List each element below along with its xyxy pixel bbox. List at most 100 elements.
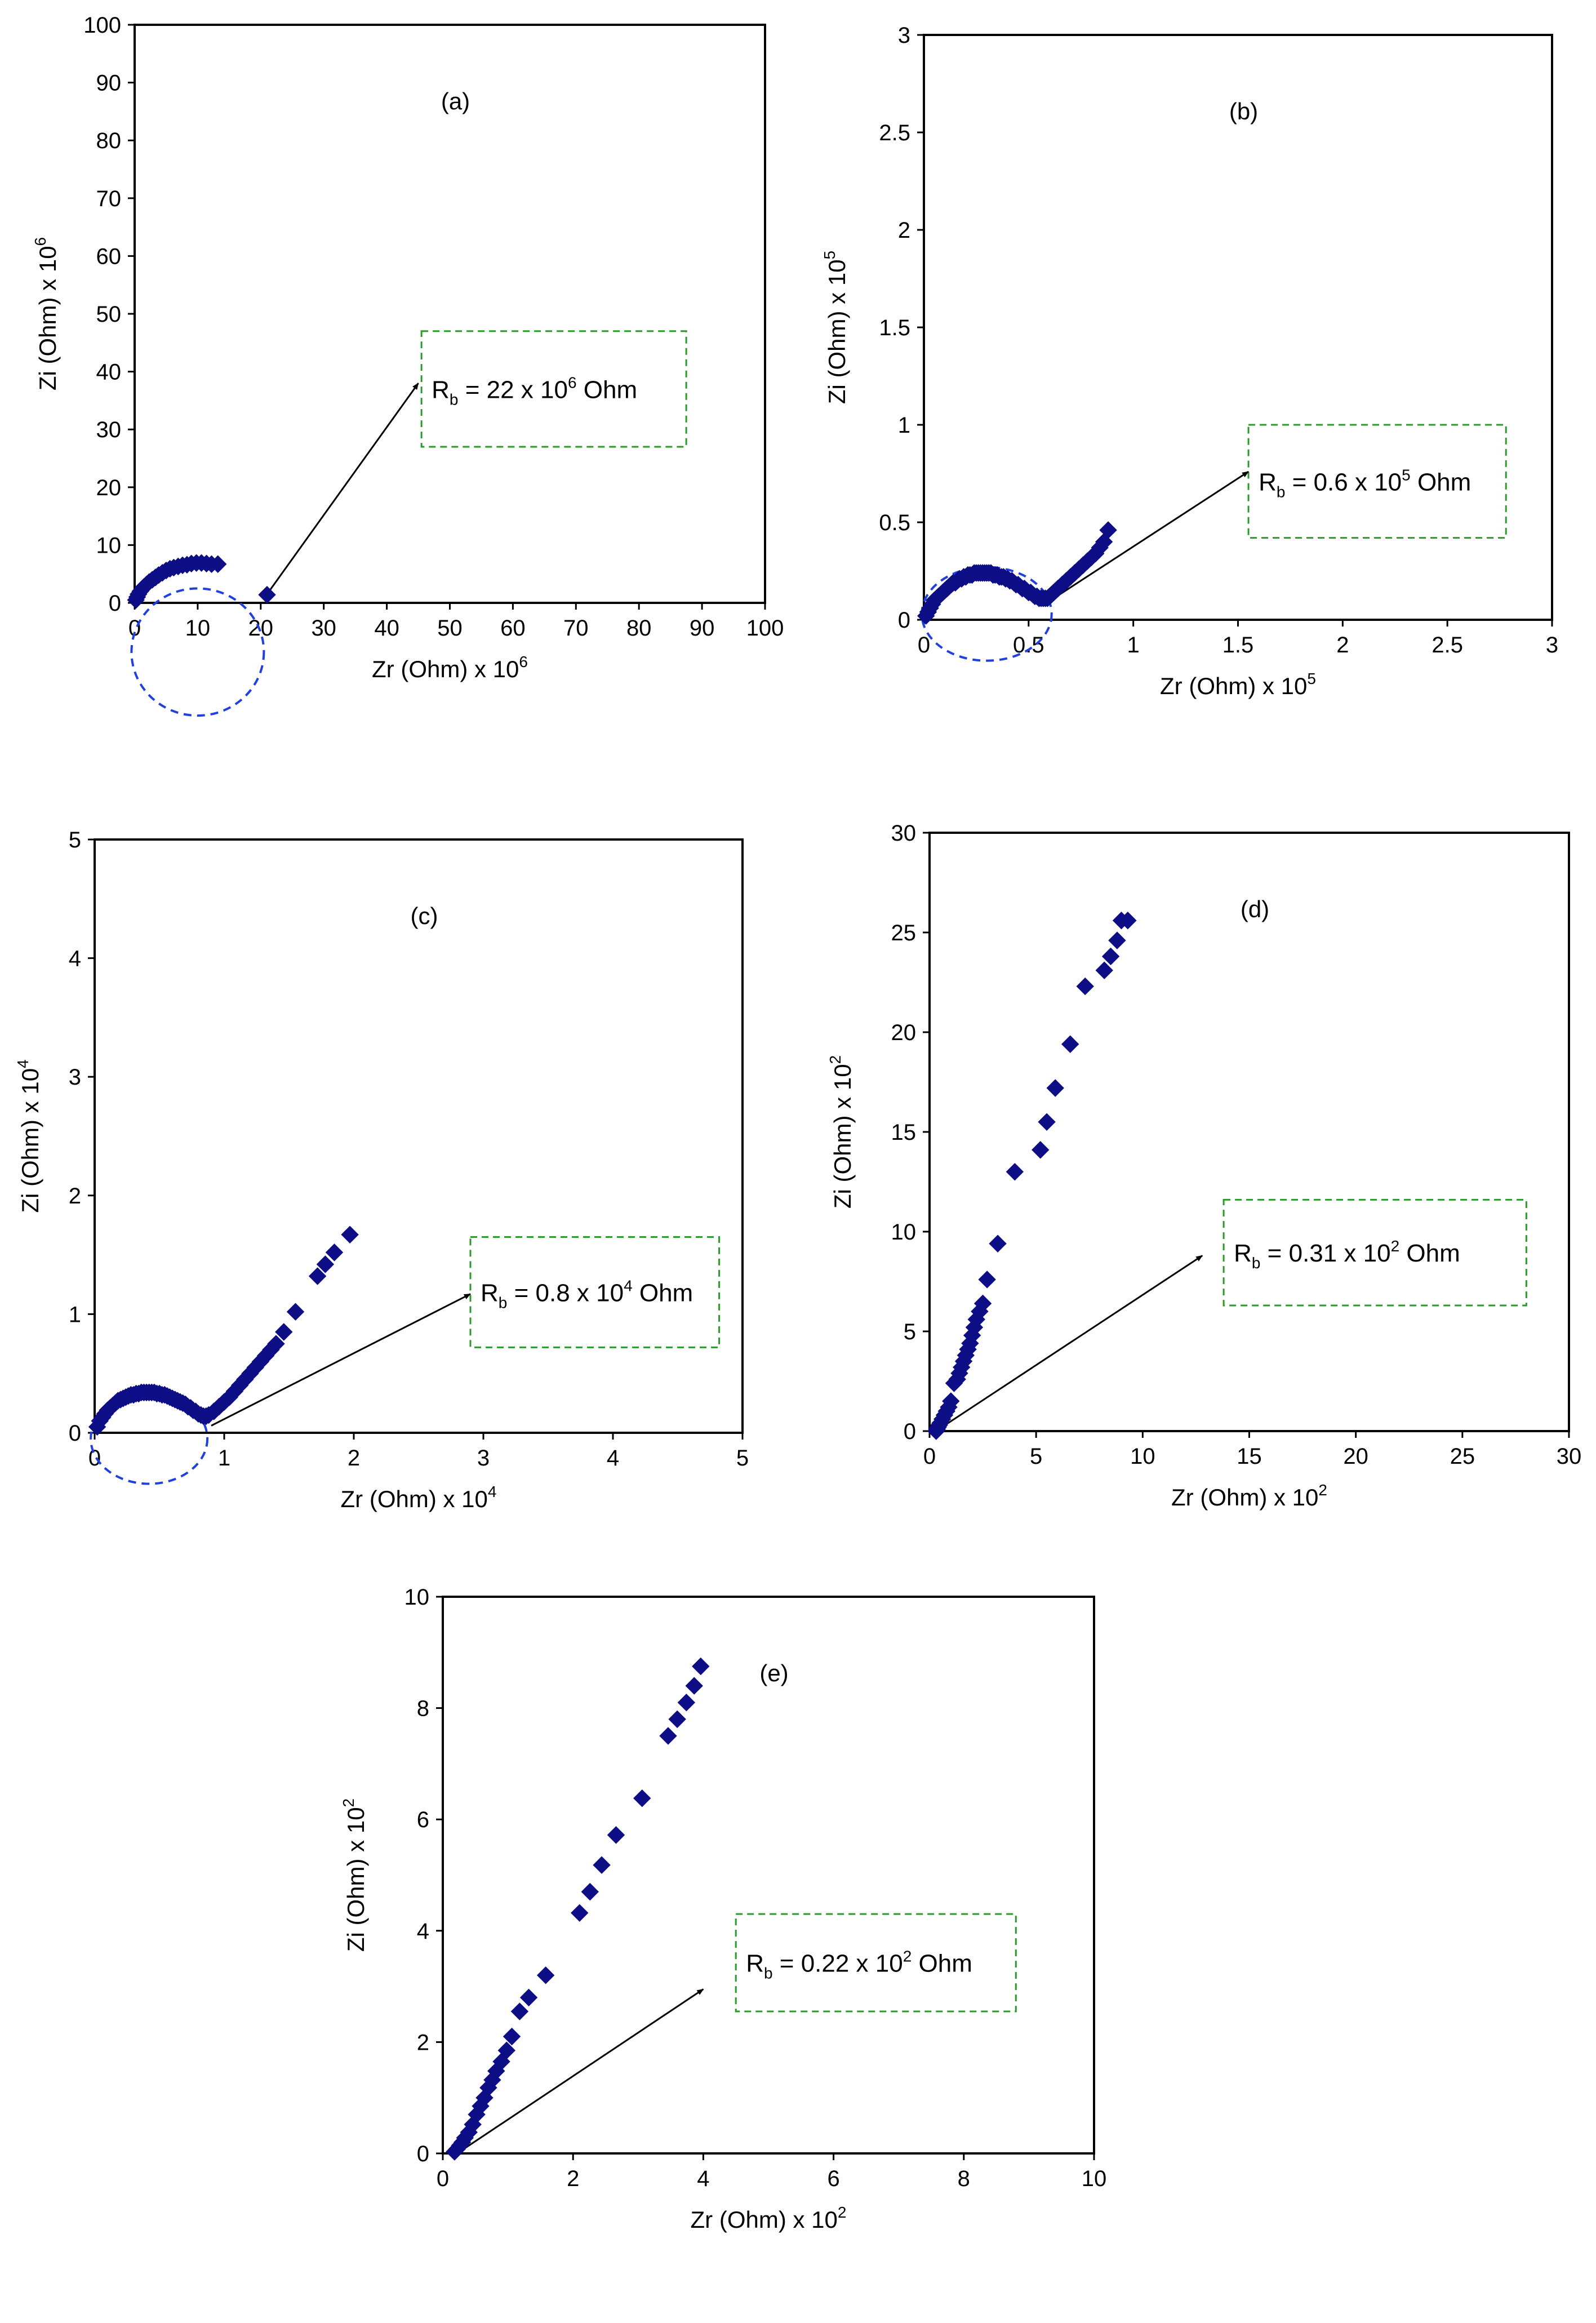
annotation-box: [1222, 1198, 1527, 1307]
x-axis-label: Zr (Ohm) x 105: [1160, 670, 1316, 699]
x-tick-label: 5: [1030, 1444, 1042, 1469]
x-tick-label: 4: [607, 1446, 619, 1471]
y-tick-label: 2: [69, 1184, 81, 1209]
x-tick-label: 8: [958, 2166, 970, 2191]
y-tick-label: 0: [417, 2142, 429, 2166]
y-tick-label: 80: [96, 128, 122, 153]
x-tick-label: 1: [1127, 633, 1140, 658]
annotation-arrow: [211, 1293, 471, 1427]
x-tick-label: 10: [1130, 1444, 1155, 1469]
y-tick-label: 60: [96, 244, 122, 269]
rb-annotation: Rb = 0.8 x 104 Ohm: [481, 1277, 693, 1311]
x-tick-label: 60: [500, 616, 526, 641]
x-tick-label: 0: [128, 616, 141, 641]
data-point: [692, 1657, 710, 1676]
data-point: [973, 1294, 992, 1313]
data-point: [341, 1225, 359, 1244]
y-tick-label: 2.5: [879, 121, 910, 145]
x-tick-label: 6: [827, 2166, 839, 2191]
data-point: [497, 2041, 515, 2059]
data-point: [581, 1882, 599, 1901]
data-point: [267, 1335, 285, 1353]
data-point: [1099, 521, 1117, 539]
x-tick-label: 4: [697, 2166, 709, 2191]
data-point: [275, 1323, 293, 1341]
data-point: [633, 1789, 651, 1807]
x-tick-label: 0: [88, 1446, 101, 1471]
data-point: [1038, 1113, 1056, 1131]
y-tick-label: 2: [898, 218, 910, 243]
y-tick-label: 10: [96, 533, 122, 558]
x-tick-label: 1.5: [1222, 633, 1254, 658]
data-point: [503, 2027, 521, 2046]
data-point: [325, 1243, 344, 1262]
y-tick-label: 8: [417, 1696, 429, 1721]
x-tick-label: 2.5: [1431, 633, 1463, 658]
annotation-arrow: [456, 1988, 704, 2155]
x-tick-label: 1: [218, 1446, 230, 1471]
data-point: [668, 1710, 686, 1729]
y-tick-label: 15: [891, 1120, 917, 1145]
chart-panel-a: 0 10 20 30 40 50 60 70 80 90 100 0 10 20 30 40 50 60 70 80 9…: [32, 13, 784, 717]
x-tick-label: 90: [690, 616, 715, 641]
y-tick-label: 5: [904, 1320, 916, 1344]
data-point: [519, 1988, 538, 2007]
y-tick-label: 20: [96, 476, 122, 500]
data-point: [978, 1271, 996, 1289]
x-tick-label: 70: [563, 616, 589, 641]
x-axis-label: Zr (Ohm) x 102: [691, 2204, 847, 2233]
data-point: [536, 1966, 555, 1984]
x-axis-label: Zr (Ohm) x 106: [372, 653, 528, 682]
highlight-circle: [130, 587, 265, 717]
y-tick-label: 3: [69, 1065, 81, 1090]
y-axis-label: Zi (Ohm) x 105: [821, 251, 850, 404]
y-axis-label: Zi (Ohm) x 102: [826, 1055, 856, 1209]
y-tick-label: 10: [404, 1585, 430, 1610]
annotation-box: [1247, 424, 1507, 539]
panel-label: (e): [759, 1660, 788, 1686]
x-tick-label: 80: [626, 616, 652, 641]
y-axis-label: Zi (Ohm) x 106: [32, 237, 61, 390]
data-point: [685, 1677, 703, 1695]
x-axis-label: Zr (Ohm) x 102: [1171, 1481, 1327, 1511]
annotation-arrow: [1053, 470, 1249, 599]
y-tick-label: 40: [96, 360, 122, 385]
x-tick-label: 0: [923, 1444, 936, 1469]
data-point: [1101, 947, 1120, 966]
x-tick-label: 30: [1557, 1444, 1582, 1469]
data-point: [209, 555, 227, 573]
data-point: [1061, 1035, 1079, 1053]
panel-label: (d): [1241, 896, 1269, 922]
y-tick-label: 70: [96, 186, 122, 211]
data-point: [1095, 961, 1113, 979]
data-point: [464, 2115, 482, 2134]
chart-panel-d: 0 5 10 15 20 25 30 0 5 10 15 20 25 30 Zr (Ohm) x 102 Zi…: [826, 821, 1581, 1511]
y-tick-label: 0: [898, 608, 910, 633]
data-point: [989, 1234, 1007, 1252]
x-tick-label: 0: [437, 2166, 449, 2191]
rb-annotation: Rb = 0.6 x 105 Ohm: [1259, 466, 1471, 500]
y-tick-label: 1: [898, 413, 910, 438]
data-point: [1006, 1163, 1024, 1181]
data-point: [258, 585, 276, 604]
data-point: [1119, 912, 1137, 930]
x-tick-label: 3: [1546, 633, 1558, 658]
chart-panel-e: 0 2 4 6 8 10 0 2 4 6 8 10 Zr (Ohm) x 102 Zi (Ohm) x 1…: [340, 1585, 1106, 2233]
rb-annotation: Rb = 0.22 x 102 Ohm: [746, 1948, 972, 1982]
y-tick-label: 6: [417, 1807, 429, 1832]
data-point: [1032, 1141, 1050, 1159]
x-tick-label: 15: [1237, 1444, 1262, 1469]
y-axis-label: Zi (Ohm) x 102: [340, 1798, 369, 1952]
x-tick-label: 30: [311, 616, 336, 641]
y-tick-label: 2: [417, 2030, 429, 2055]
data-point: [510, 2002, 529, 2020]
data-point: [571, 1904, 589, 1922]
y-tick-label: 1: [69, 1302, 81, 1327]
panel-label: (c): [411, 903, 438, 929]
x-axis-label: Zr (Ohm) x 104: [341, 1483, 497, 1512]
x-tick-label: 0.5: [1013, 633, 1044, 658]
data-point: [659, 1727, 677, 1745]
annotation-arrow: [266, 383, 419, 595]
x-tick-label: 10: [185, 616, 211, 641]
